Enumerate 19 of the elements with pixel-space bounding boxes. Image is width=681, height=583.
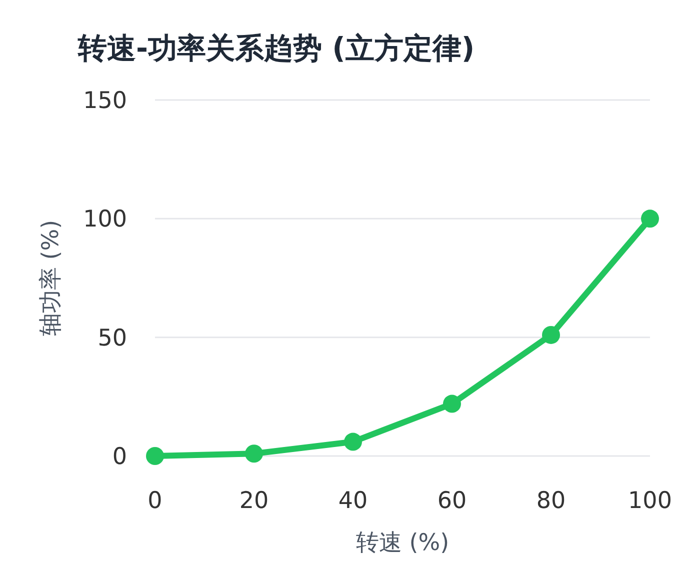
y-tick-label: 0	[112, 444, 127, 470]
x-tick-label: 40	[338, 488, 368, 514]
point	[245, 444, 263, 463]
y-tick-label: 50	[98, 325, 127, 352]
x-axis-title: 转速 (%)	[356, 530, 450, 556]
point	[146, 447, 164, 465]
x-tick-label: 80	[536, 488, 566, 514]
point	[641, 210, 659, 228]
point	[443, 394, 461, 413]
chart-title: 转速-功率关系趋势 (立方定律)	[77, 31, 475, 65]
x-tick-label: 60	[437, 488, 467, 514]
x-tick-label: 20	[239, 488, 269, 514]
y-tick-label: 100	[83, 206, 127, 233]
y-tick-label: 150	[83, 88, 127, 114]
x-tick-label: 0	[148, 488, 162, 514]
y-axis-title: 轴功率 (%)	[38, 220, 64, 336]
x-tick-label: 100	[628, 488, 672, 514]
point	[542, 326, 560, 344]
point	[344, 432, 362, 451]
